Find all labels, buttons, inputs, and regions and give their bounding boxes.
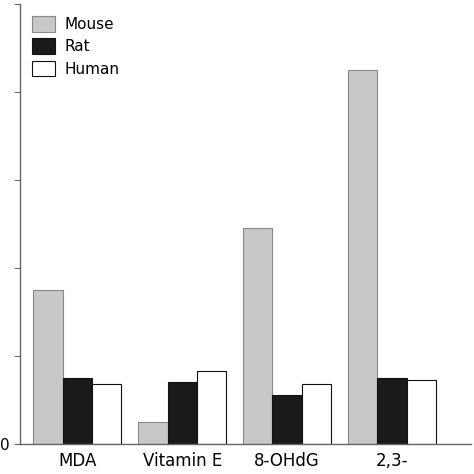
Legend: Mouse, Rat, Human: Mouse, Rat, Human xyxy=(27,12,124,81)
Bar xyxy=(168,382,197,444)
Bar xyxy=(197,371,226,444)
Bar xyxy=(377,378,407,444)
Bar xyxy=(243,228,273,444)
Bar xyxy=(302,384,331,444)
Bar xyxy=(138,421,168,444)
Bar xyxy=(273,395,302,444)
Bar xyxy=(348,70,377,444)
Bar xyxy=(63,378,92,444)
Bar xyxy=(407,380,436,444)
Bar xyxy=(33,290,63,444)
Bar xyxy=(92,384,121,444)
